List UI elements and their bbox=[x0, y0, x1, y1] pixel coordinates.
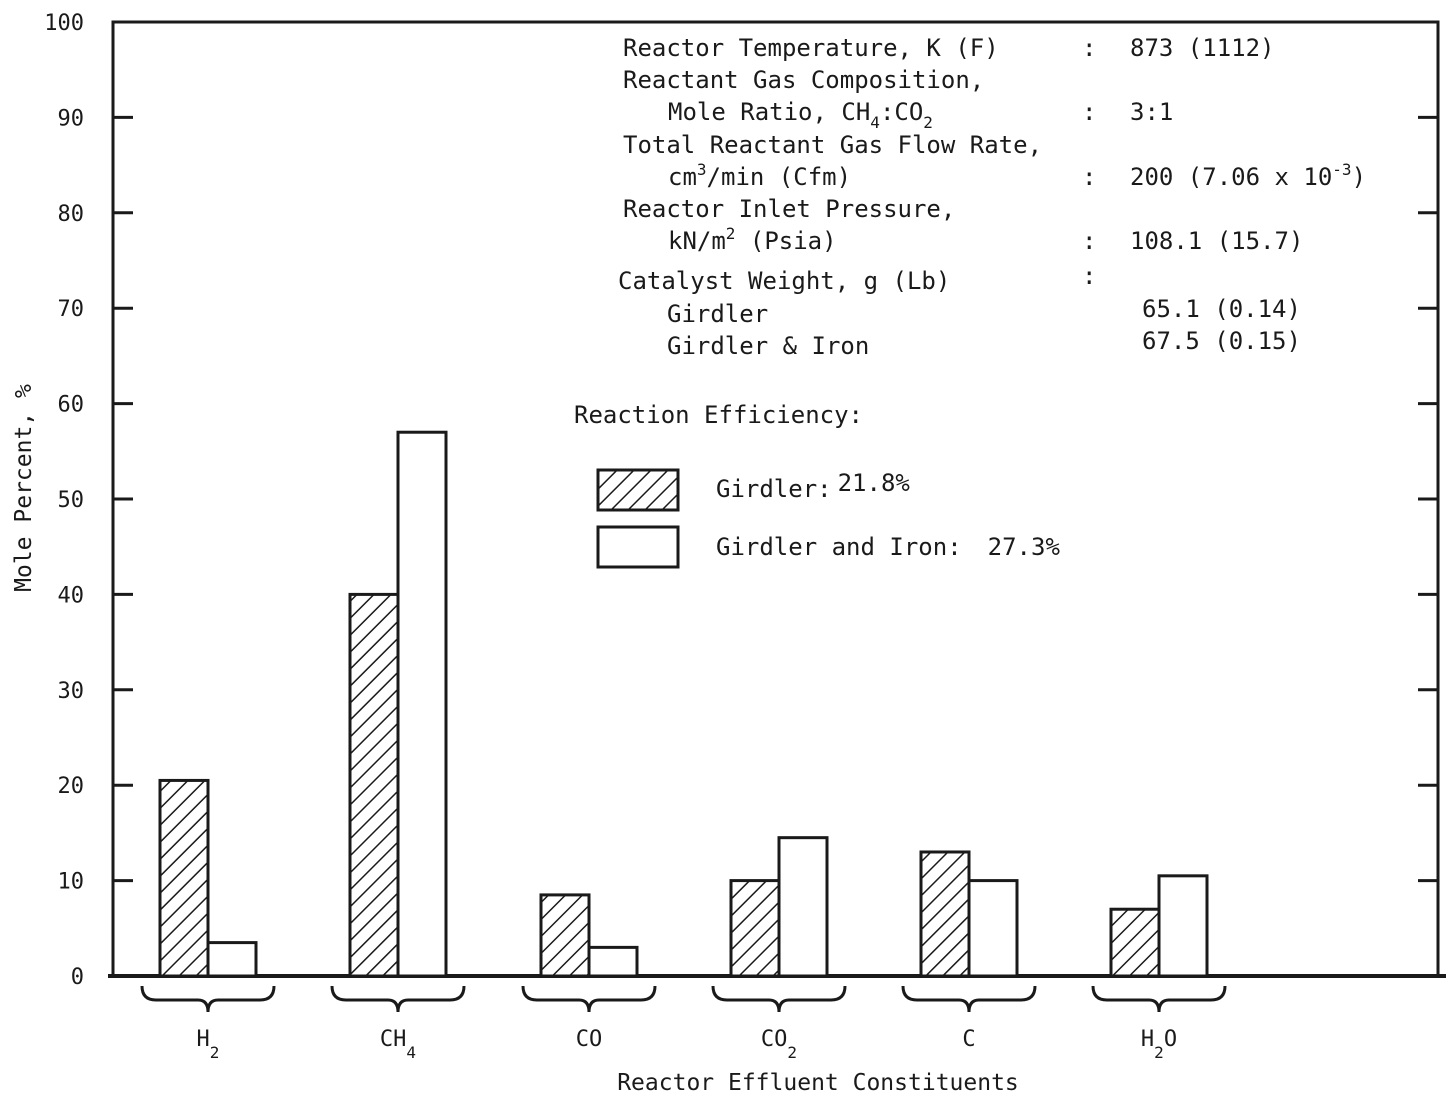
press-label-1: Reactor Inlet Pressure, bbox=[623, 195, 955, 223]
category-brace bbox=[330, 985, 466, 1013]
x-tick-label: C bbox=[962, 1027, 975, 1052]
temp-colon: : bbox=[1082, 34, 1096, 62]
y-tick-label: 20 bbox=[58, 774, 85, 799]
bar-girdler-iron bbox=[206, 941, 258, 978]
bar-girdler-iron bbox=[587, 945, 639, 978]
comp-label-1: Reactant Gas Composition, bbox=[623, 66, 984, 94]
bar-girdler-iron bbox=[967, 879, 1019, 978]
y-tick-label: 50 bbox=[58, 488, 85, 513]
press-label-2: kN/m2 (Psia) bbox=[668, 224, 837, 255]
flow-colon: : bbox=[1082, 163, 1096, 191]
catalyst-iron-label: Girdler & Iron bbox=[667, 332, 869, 360]
catalyst-girdler-value: 65.1 (0.14) bbox=[1142, 295, 1301, 323]
catalyst-colon: : bbox=[1082, 262, 1096, 290]
comp-value: 3:1 bbox=[1130, 98, 1173, 126]
category-brace bbox=[140, 985, 276, 1013]
category-brace bbox=[711, 985, 847, 1013]
legend-label-girdler-iron: Girdler and Iron: 27.3% bbox=[716, 533, 1060, 561]
category-brace bbox=[1091, 985, 1227, 1013]
x-tick-label: CH4 bbox=[380, 1027, 416, 1062]
legend-label-girdler: Girdler: 21.8% bbox=[716, 469, 910, 503]
y-tick-label: 30 bbox=[58, 679, 85, 704]
legend-swatch-girdler-iron bbox=[596, 525, 680, 569]
temp-label: Reactor Temperature, K (F) bbox=[623, 34, 999, 62]
bar-girdler-iron bbox=[396, 430, 448, 978]
catalyst-iron-value: 67.5 (0.15) bbox=[1142, 327, 1301, 355]
catalyst-label: Catalyst Weight, g (Lb) bbox=[618, 267, 950, 295]
bar-girdler bbox=[919, 850, 971, 978]
y-tick-label: 40 bbox=[58, 583, 85, 608]
x-tick-label: H2O bbox=[1141, 1027, 1177, 1062]
x-tick-label: H2 bbox=[197, 1027, 220, 1062]
x-tick-label: CO bbox=[576, 1027, 603, 1052]
legend-title: Reaction Efficiency: bbox=[574, 401, 863, 429]
y-tick-label: 90 bbox=[58, 106, 85, 131]
category-brace bbox=[521, 985, 657, 1013]
bar-girdler bbox=[1109, 907, 1161, 978]
flow-label-1: Total Reactant Gas Flow Rate, bbox=[623, 131, 1042, 159]
y-tick-label: 80 bbox=[58, 202, 85, 227]
bar-girdler bbox=[729, 879, 781, 978]
bar-girdler-iron bbox=[777, 836, 829, 978]
y-tick-label: 100 bbox=[44, 11, 84, 36]
press-value: 108.1 (15.7) bbox=[1130, 227, 1303, 255]
bar-girdler-iron bbox=[1157, 874, 1209, 978]
flow-label-2: cm3/min (Cfm) bbox=[668, 160, 851, 191]
bar-girdler bbox=[158, 778, 210, 978]
y-tick-label: 10 bbox=[58, 870, 85, 895]
category-brace bbox=[901, 985, 1037, 1013]
bar-girdler bbox=[348, 592, 400, 978]
y-axis: 0 10 20 30 40 50 60 70 80 90 100 bbox=[44, 11, 1438, 990]
catalyst-girdler-label: Girdler bbox=[667, 300, 768, 328]
y-tick-label: 0 bbox=[71, 965, 84, 990]
press-colon: : bbox=[1082, 227, 1096, 255]
y-axis-label: Mole Percent, % bbox=[11, 384, 37, 592]
bar-girdler bbox=[539, 893, 591, 978]
y-tick-label: 70 bbox=[58, 297, 85, 322]
legend: Reaction Efficiency: Girdler: 21.8% Girdl… bbox=[574, 401, 1060, 569]
x-tick-label: CO2 bbox=[761, 1027, 797, 1062]
conditions-block: Reactor Temperature, K (F) : 873 (1112) … bbox=[618, 34, 1366, 360]
x-axis: H2 CH4 CO CO2 C H2O bbox=[140, 985, 1227, 1062]
comp-label-2: Mole Ratio, CH4:CO2 bbox=[668, 98, 933, 132]
legend-swatch-girdler bbox=[596, 468, 680, 512]
comp-colon: : bbox=[1082, 98, 1096, 126]
x-axis-label: Reactor Effluent Constituents bbox=[617, 1070, 1019, 1095]
bars bbox=[158, 430, 1209, 978]
y-tick-label: 60 bbox=[58, 393, 85, 418]
flow-value: 200 (7.06 x 10-3) bbox=[1130, 160, 1366, 191]
temp-value: 873 (1112) bbox=[1130, 34, 1275, 62]
